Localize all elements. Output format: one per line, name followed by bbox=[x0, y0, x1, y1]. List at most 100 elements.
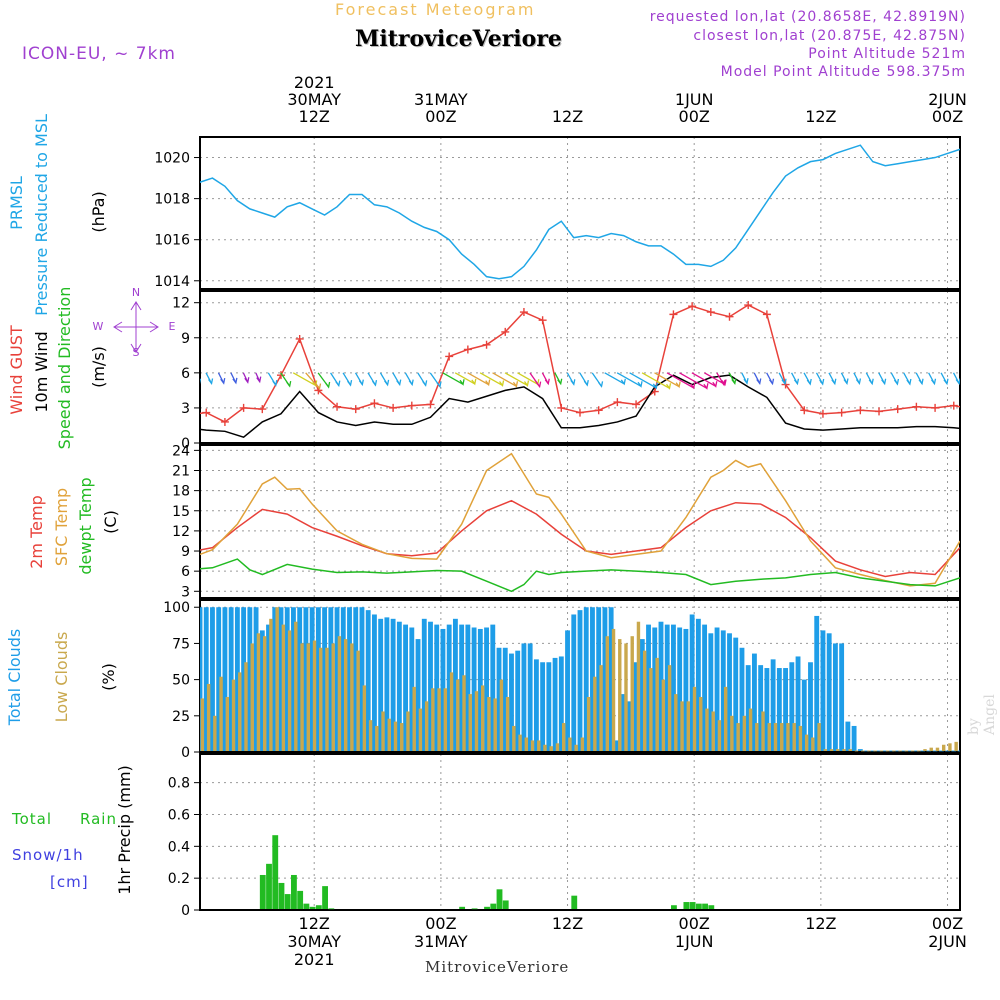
total-rain-bar bbox=[322, 886, 328, 909]
wind-arrowhead bbox=[471, 378, 477, 386]
low-clouds-bar bbox=[599, 665, 603, 751]
low-clouds-bar bbox=[618, 639, 622, 751]
total-rain-bar bbox=[471, 908, 478, 910]
total-clouds-bar bbox=[957, 750, 960, 752]
y-tick-label: 21 bbox=[172, 464, 190, 480]
total-clouds-bar bbox=[253, 607, 259, 751]
low-clouds-bar bbox=[449, 672, 454, 751]
low-clouds-bar bbox=[213, 715, 217, 751]
low-clouds-bar bbox=[499, 679, 504, 751]
y-tick-label: 15 bbox=[172, 504, 190, 520]
gust-marker bbox=[594, 406, 603, 415]
low-clouds-bar bbox=[294, 621, 298, 751]
wind-arrowhead bbox=[598, 381, 604, 388]
total-clouds-bar bbox=[932, 750, 938, 752]
gust-marker bbox=[519, 308, 528, 317]
total-clouds-bar bbox=[951, 750, 957, 752]
low-clouds-bar bbox=[798, 725, 803, 751]
total-clouds-bar bbox=[446, 624, 452, 751]
total-clouds-bar bbox=[222, 607, 228, 751]
low-clouds-bar bbox=[686, 701, 690, 751]
low-clouds-bar bbox=[225, 696, 230, 751]
low-clouds-bar bbox=[892, 750, 896, 752]
wind-arrowhead bbox=[325, 381, 331, 389]
total-clouds-bar bbox=[390, 618, 396, 751]
low-clouds-bar bbox=[605, 636, 610, 751]
wind-arrow bbox=[292, 372, 316, 387]
total-clouds-bar bbox=[558, 656, 564, 751]
y-tick-label: 9 bbox=[181, 544, 190, 560]
total-clouds-bar bbox=[228, 607, 234, 751]
10m-wind-line bbox=[200, 374, 960, 438]
total-clouds-bar bbox=[403, 624, 409, 751]
total-clouds-bar bbox=[727, 633, 732, 751]
total-rain-bar bbox=[490, 903, 497, 909]
y-tick-label: 3 bbox=[181, 584, 190, 600]
model-altitude: Model Point Altitude 598.375m bbox=[720, 64, 966, 80]
y-tick-label: 24 bbox=[172, 443, 190, 459]
total-clouds-bar bbox=[671, 624, 676, 751]
low-clouds-bar bbox=[711, 711, 715, 751]
legend-total: Total bbox=[11, 810, 52, 828]
gust-marker bbox=[220, 417, 229, 426]
dewpt-temp-label: dewpt Temp bbox=[76, 477, 95, 574]
low-clouds-bar bbox=[493, 698, 497, 751]
wind-arrowhead bbox=[855, 378, 862, 386]
low-clouds-bar bbox=[456, 679, 460, 751]
wind-arrowhead bbox=[408, 379, 414, 387]
total-clouds-bar bbox=[347, 607, 352, 751]
total-clouds-bar bbox=[608, 607, 614, 751]
total-clouds-bar bbox=[758, 665, 764, 751]
total-clouds-bar bbox=[266, 624, 271, 751]
total-clouds-bar bbox=[702, 624, 708, 751]
wind-arrowhead bbox=[743, 378, 749, 385]
compass-letter: W bbox=[93, 320, 104, 333]
gust-marker bbox=[818, 409, 827, 418]
low-clouds-bar bbox=[842, 749, 846, 751]
gust-marker bbox=[837, 408, 846, 417]
wind-arrowhead bbox=[459, 379, 465, 386]
wind-arrowhead bbox=[485, 379, 491, 387]
total-clouds-bar bbox=[546, 662, 552, 751]
wind-arrowhead bbox=[272, 379, 278, 387]
total-clouds-bar bbox=[434, 624, 440, 751]
low-clouds-bar bbox=[867, 750, 871, 752]
total-clouds-bar bbox=[733, 637, 739, 751]
credit-watermark: by Angel bbox=[966, 694, 998, 735]
total-clouds-bar bbox=[409, 627, 415, 751]
total-clouds-bar bbox=[210, 607, 215, 751]
total-clouds-bar bbox=[303, 607, 309, 751]
wind-arrowhead bbox=[499, 380, 505, 388]
total-clouds-bar bbox=[920, 750, 926, 752]
total-clouds-bar bbox=[876, 750, 882, 752]
total-clouds-bar bbox=[621, 694, 627, 751]
pressure-units: (hPa) bbox=[89, 191, 108, 232]
legend-snow: Snow/1h bbox=[12, 846, 84, 864]
total-clouds-bar bbox=[384, 617, 390, 751]
low-clouds-bar bbox=[786, 723, 790, 751]
temp-units: (C) bbox=[101, 510, 120, 534]
wind-arrowhead bbox=[384, 379, 390, 387]
low-clouds-bar bbox=[748, 708, 753, 751]
gust-marker bbox=[613, 398, 622, 407]
total-rain-bar bbox=[266, 863, 272, 909]
wind-speed-direction-label: Speed and Direction bbox=[55, 287, 74, 450]
total-clouds-bar bbox=[614, 740, 620, 751]
total-clouds-bar bbox=[602, 607, 608, 751]
y-tick-label: 0 bbox=[181, 745, 190, 761]
total-clouds-bar bbox=[689, 614, 695, 751]
y-tick-label: 25 bbox=[172, 709, 190, 725]
total-clouds-bar bbox=[764, 668, 770, 751]
y-tick-label: 100 bbox=[163, 600, 190, 616]
precip-units: 1hr Precip (mm) bbox=[115, 765, 134, 895]
total-rain-bar bbox=[259, 874, 266, 909]
footer-station: MitroviceVeriore bbox=[425, 958, 570, 976]
low-clouds-bar bbox=[350, 643, 354, 751]
total-clouds-bar bbox=[371, 614, 377, 751]
wind-arrowhead bbox=[793, 378, 800, 386]
low-clouds-bar bbox=[343, 639, 348, 751]
low-clouds-bar bbox=[431, 688, 435, 751]
low-clouds-bar bbox=[468, 694, 472, 751]
bottom-time-label: 31MAY bbox=[414, 932, 468, 951]
wind-arrow bbox=[504, 372, 528, 387]
